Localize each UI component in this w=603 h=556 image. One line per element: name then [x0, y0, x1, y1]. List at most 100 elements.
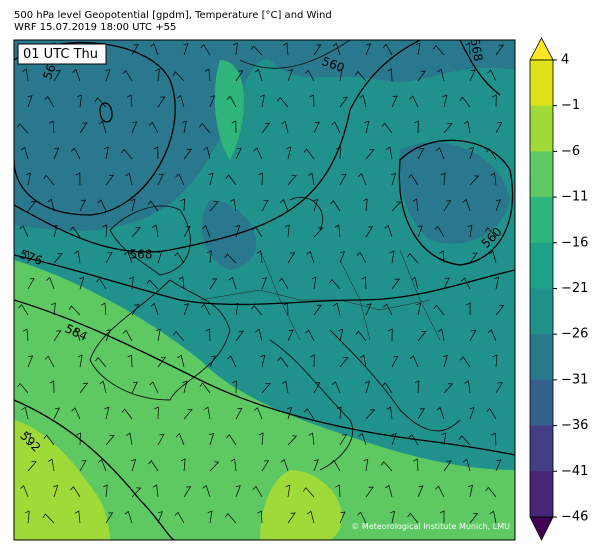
wind-barb: [391, 355, 399, 368]
wind-barb: [365, 149, 375, 160]
colorbar-segment: [530, 471, 553, 518]
wind-barb: [308, 432, 315, 446]
wind-barb: [17, 382, 29, 394]
wind-barb: [95, 357, 107, 368]
wind-barb: [287, 69, 294, 82]
wind-barb: [252, 226, 263, 238]
wind-barb: [495, 305, 505, 316]
wind-barb: [74, 510, 81, 524]
wind-barb: [72, 69, 81, 82]
wind-barb: [148, 460, 159, 472]
wind-barb: [261, 122, 271, 134]
wind-barb: [415, 42, 421, 56]
wind-barb: [209, 432, 215, 446]
colorbar-tick-label: −41: [561, 464, 588, 479]
wind-barb: [94, 97, 107, 108]
wind-barb: [358, 432, 367, 446]
wind-barb: [148, 121, 159, 134]
wind-barb: [279, 199, 289, 212]
wind-barb: [339, 434, 348, 446]
map-frame: [13, 39, 516, 541]
wind-barb: [416, 302, 422, 316]
wind-barb: [287, 406, 293, 420]
wind-barb: [331, 381, 341, 394]
wind-barb: [96, 278, 107, 290]
wind-barb: [180, 458, 186, 472]
wind-barb: [224, 253, 237, 264]
wind-barb: [408, 174, 419, 186]
contour-label: 56: [40, 62, 58, 81]
wind-barb: [131, 44, 139, 56]
wind-barb: [226, 95, 237, 108]
wind-barb: [490, 172, 497, 186]
wind-barb: [48, 458, 55, 472]
wind-barb: [311, 276, 317, 290]
wind-barb: [469, 329, 477, 342]
wind-barb: [433, 304, 445, 316]
wind-barb: [146, 279, 159, 290]
wind-barb: [380, 461, 393, 472]
wind-barb: [200, 44, 211, 56]
wind-barb: [105, 435, 115, 446]
wind-barb: [287, 329, 294, 342]
wind-barb: [76, 432, 81, 446]
wind-barb: [172, 71, 185, 82]
wind-barb: [390, 510, 396, 524]
wind-barb: [433, 45, 445, 56]
wind-barb: [304, 408, 315, 420]
wind-barb: [131, 381, 138, 394]
wind-barb: [258, 432, 264, 446]
wind-barb: [287, 435, 298, 446]
wind-barb: [131, 487, 142, 498]
wind-barb: [442, 354, 448, 368]
colorbar-tick-label: −21: [561, 281, 588, 296]
wind-barb: [79, 382, 89, 394]
wind-barb: [391, 433, 397, 446]
wind-barb: [443, 460, 452, 472]
wind-barb: [131, 227, 141, 238]
wind-barb: [251, 305, 263, 316]
wind-barb: [255, 328, 263, 342]
wind-barb: [337, 68, 343, 82]
wind-barb: [417, 331, 427, 342]
wind-barb: [407, 512, 419, 524]
wind-barb: [260, 354, 266, 368]
wind-barb: [103, 146, 109, 160]
wind-barb: [183, 303, 190, 316]
wind-barb: [183, 148, 193, 160]
wind-barb: [183, 486, 192, 498]
wind-barb: [333, 302, 341, 316]
wind-barb: [202, 484, 211, 498]
wind-barb: [44, 355, 55, 368]
wind-barb: [16, 123, 29, 134]
wind-barb: [174, 511, 185, 524]
wind-barb: [359, 94, 367, 108]
wind-barb: [339, 357, 349, 368]
wind-barb: [254, 68, 263, 82]
wind-barb: [462, 198, 471, 212]
wind-barb: [102, 484, 108, 498]
wind-barb: [307, 510, 315, 524]
wind-barb: [365, 303, 372, 316]
wind-barb: [355, 330, 367, 342]
wind-barb: [149, 381, 159, 394]
wind-barb: [435, 485, 445, 498]
wind-barb: [495, 459, 502, 472]
wind-barb: [417, 147, 425, 160]
wind-barb: [491, 432, 497, 446]
colorbar-tick-label: −1: [561, 98, 580, 113]
colorbar: 4 −1 −6 −11 −16 −21 −26 −31 −36 −41 −46: [529, 37, 588, 541]
wind-barb: [442, 94, 448, 108]
wind-barb: [359, 354, 367, 368]
wind-barb: [235, 407, 243, 420]
wind-barb: [22, 68, 29, 82]
wind-barb: [183, 409, 193, 420]
wind-barb: [495, 199, 501, 212]
wind-barb: [313, 44, 322, 56]
wind-barb: [436, 406, 445, 420]
wind-barb: [209, 95, 216, 108]
wind-barb: [43, 434, 55, 446]
wind-barb: [313, 459, 319, 472]
wind-barb: [338, 328, 344, 342]
wind-barb: [443, 200, 452, 212]
